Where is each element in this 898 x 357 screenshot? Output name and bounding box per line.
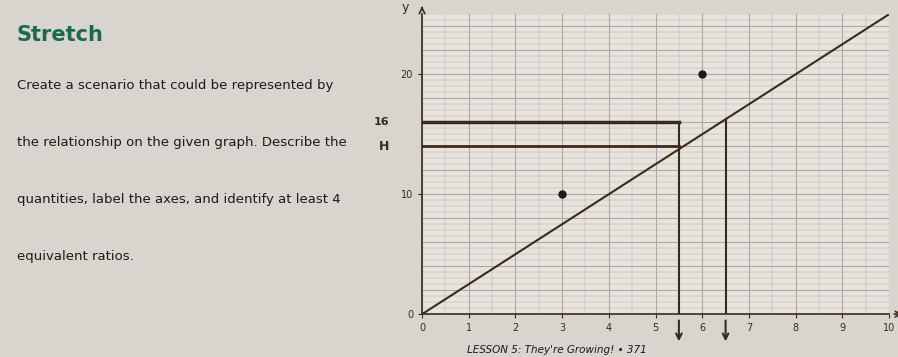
Text: Create a scenario that could be represented by: Create a scenario that could be represen… (16, 79, 333, 91)
Text: quantities, label the axes, and identify at least 4: quantities, label the axes, and identify… (16, 193, 340, 206)
Text: 16: 16 (374, 117, 390, 127)
Text: Stretch: Stretch (16, 25, 103, 45)
Text: y: y (402, 1, 409, 14)
Text: equivalent ratios.: equivalent ratios. (16, 250, 133, 263)
Text: the relationship on the given graph. Describe the: the relationship on the given graph. Des… (16, 136, 347, 149)
Text: H: H (379, 140, 390, 153)
Text: LESSON 5: They're Growing! • 371: LESSON 5: They're Growing! • 371 (467, 345, 647, 355)
